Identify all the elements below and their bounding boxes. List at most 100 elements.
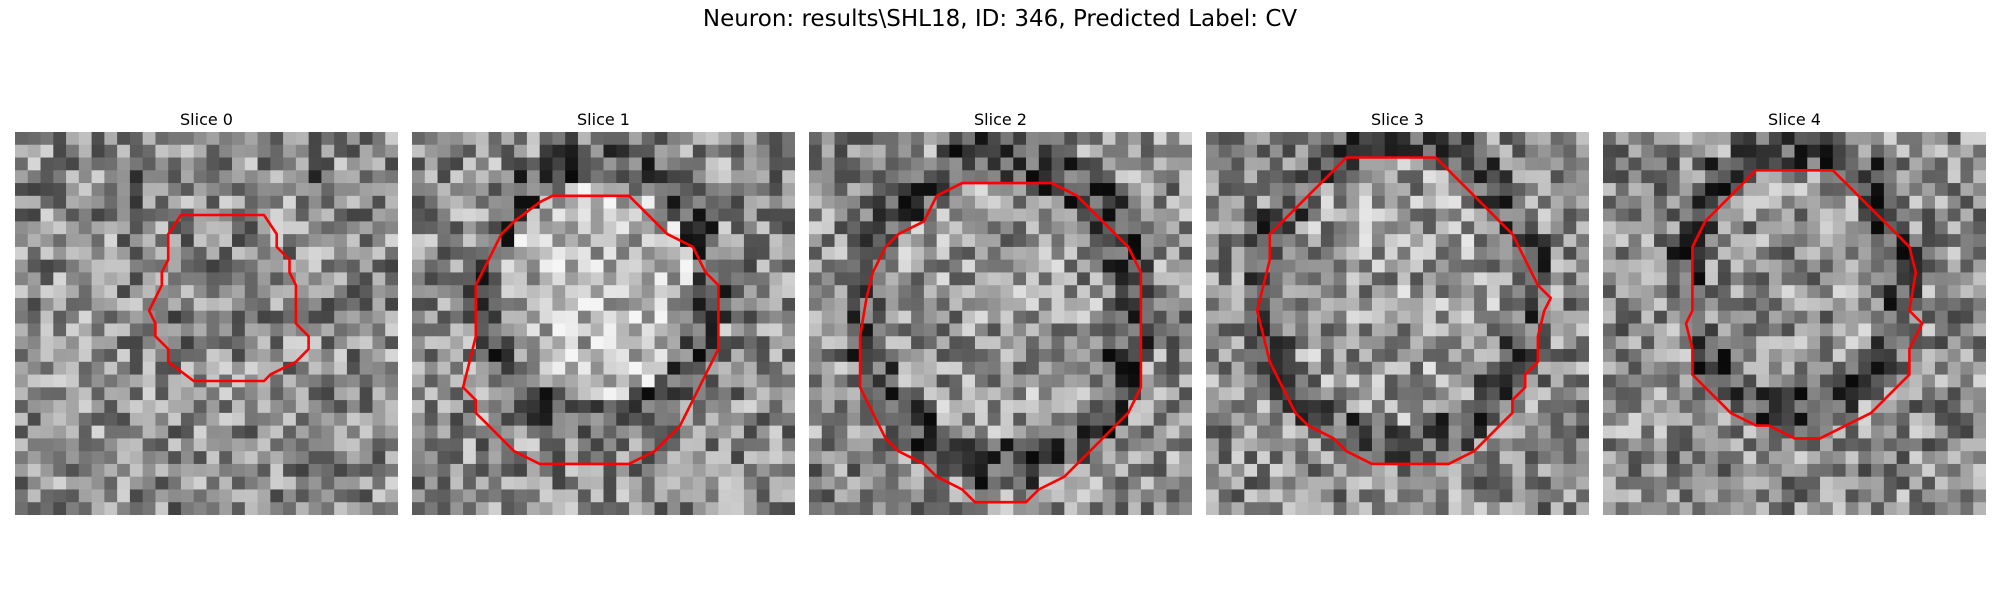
pixel-cell <box>15 208 29 222</box>
pixel-cell <box>15 157 29 171</box>
pixel-cell <box>1295 170 1309 184</box>
pixel-cell <box>1628 144 1642 158</box>
pixel-cell <box>1244 259 1258 273</box>
pixel-cell <box>923 349 938 363</box>
pixel-cell <box>15 234 29 248</box>
pixel-cell <box>321 502 335 515</box>
pixel-cell <box>565 195 579 209</box>
pixel-cell <box>603 463 617 478</box>
pixel-cell <box>180 349 195 363</box>
pixel-cell <box>1705 285 1719 299</box>
pixel-cell <box>1705 310 1719 324</box>
pixel-cell <box>552 489 566 503</box>
pixel-cell <box>1576 144 1589 158</box>
pixel-cell <box>1089 451 1104 465</box>
pixel-cell <box>1448 208 1462 222</box>
pixel-cell <box>834 502 848 515</box>
pixel-cell <box>718 132 732 146</box>
pixel-cell <box>1244 361 1258 375</box>
pixel-cell <box>1615 476 1629 490</box>
pixel-cell <box>412 502 426 515</box>
pixel-cell <box>40 259 54 273</box>
pixel-cell <box>949 132 963 146</box>
pixel-cell <box>1871 259 1885 273</box>
pixel-cell <box>1474 157 1488 171</box>
pixel-cell <box>809 221 823 235</box>
pixel-cell <box>180 387 195 401</box>
pixel-cell <box>1666 451 1680 465</box>
pixel-cell <box>1807 170 1821 184</box>
pixel-cell <box>257 285 271 299</box>
pixel-cell <box>782 234 795 248</box>
pixel-cell <box>475 221 489 235</box>
pixel-cell <box>731 183 745 197</box>
pixel-cell <box>91 183 105 197</box>
pixel-cell <box>1794 336 1808 350</box>
pixel-cell <box>769 374 783 388</box>
pixel-cell <box>15 502 29 515</box>
pixel-cell <box>270 489 284 503</box>
pixel-cell <box>1038 323 1052 337</box>
pixel-cell <box>1269 208 1283 222</box>
pixel-cell <box>1295 132 1309 146</box>
pixel-cell <box>987 132 1001 146</box>
pixel-cell <box>1115 438 1129 452</box>
pixel-cell <box>1359 489 1373 503</box>
pixel-cell <box>1922 144 1936 158</box>
pixel-cell <box>308 170 322 184</box>
pixel-cell <box>1768 170 1783 184</box>
pixel-cell <box>1448 425 1462 439</box>
pixel-cell <box>91 463 105 478</box>
pixel-cell <box>1525 387 1539 401</box>
pixel-cell <box>769 132 783 146</box>
pixel-cell <box>1077 170 1091 184</box>
pixel-cell <box>321 438 335 452</box>
pixel-cell <box>809 425 823 439</box>
pixel-cell <box>974 183 989 197</box>
pixel-cell <box>1051 489 1065 503</box>
pixel-cell <box>1883 259 1898 273</box>
pixel-cell <box>1525 208 1539 222</box>
pixel-cell <box>692 323 707 337</box>
pixel-cell <box>450 476 464 490</box>
pixel-cell <box>488 144 502 158</box>
pixel-cell <box>117 502 131 515</box>
pixel-cell <box>809 195 823 209</box>
pixel-cell <box>1550 285 1564 299</box>
pixel-cell <box>1153 221 1167 235</box>
pixel-cell <box>743 157 758 171</box>
pixel-cell <box>654 336 668 350</box>
pixel-cell <box>283 463 297 478</box>
pixel-cell <box>1308 502 1322 515</box>
pixel-cell <box>1320 323 1335 337</box>
pixel-cell <box>117 412 131 427</box>
pixel-cell <box>334 374 348 388</box>
pixel-cell <box>1537 234 1552 248</box>
pixel-cell <box>283 195 297 209</box>
pixel-cell <box>1295 400 1309 414</box>
pixel-cell <box>257 272 271 286</box>
pixel-cell <box>1705 183 1719 197</box>
pixel-cell <box>1038 374 1052 388</box>
pixel-cell <box>577 208 592 222</box>
pixel-cell <box>1909 476 1923 490</box>
pixel-cell <box>552 132 566 146</box>
pixel-cell <box>219 234 233 248</box>
pixel-cell <box>590 400 604 414</box>
pixel-cell <box>1231 374 1245 388</box>
pixel-cell <box>923 323 938 337</box>
pixel-cell <box>1883 438 1898 452</box>
pixel-cell <box>1654 412 1668 427</box>
pixel-cell <box>27 246 41 261</box>
pixel-cell <box>1845 170 1859 184</box>
pixel-cell <box>463 463 477 478</box>
pixel-cell <box>1128 157 1142 171</box>
pixel-cell <box>385 438 398 452</box>
pixel-cell <box>1282 234 1296 248</box>
pixel-cell <box>1781 157 1795 171</box>
pixel-cell <box>1909 412 1923 427</box>
pixel-cell <box>1231 349 1245 363</box>
pixel-cell <box>1346 374 1360 388</box>
pixel-cell <box>962 259 976 273</box>
pixel-cell <box>1435 310 1449 324</box>
